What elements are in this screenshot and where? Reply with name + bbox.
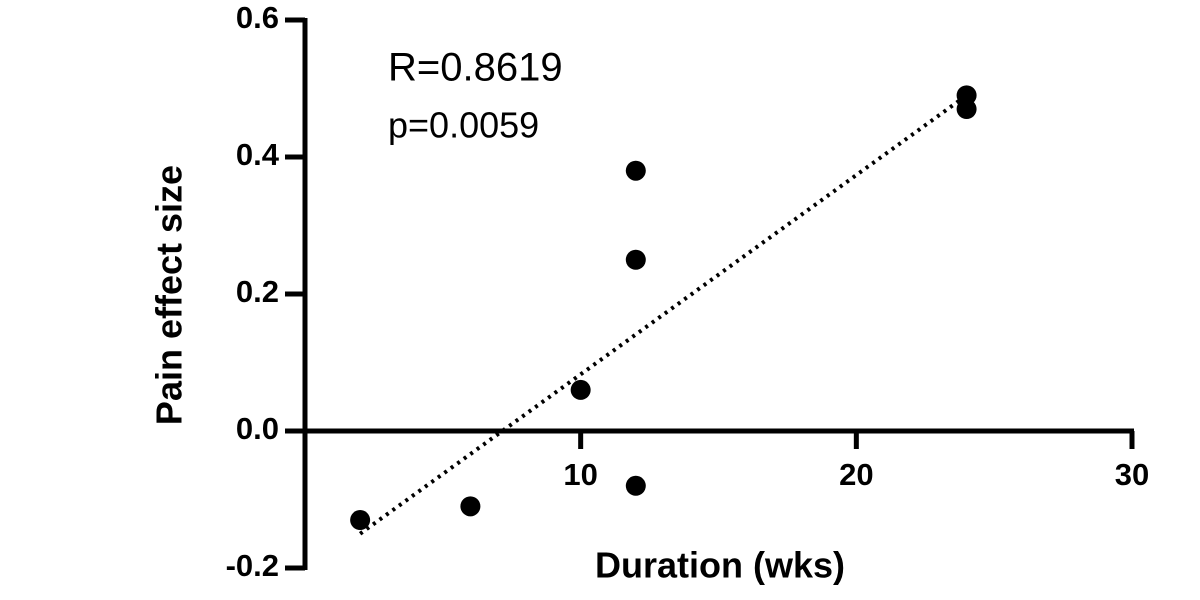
y-axis-label: Pain effect size xyxy=(149,165,190,425)
point xyxy=(570,379,591,400)
point xyxy=(625,160,646,181)
y-tick-label: 0.2 xyxy=(236,274,279,309)
annotation: R=0.8619 xyxy=(388,46,563,90)
trendline xyxy=(358,93,968,536)
y-tick-label: -0.2 xyxy=(226,548,279,583)
point xyxy=(625,249,646,270)
point xyxy=(350,510,371,531)
point xyxy=(625,475,646,496)
x-axis-label: Duration (wks) xyxy=(595,545,845,586)
x-tick-label: 10 xyxy=(563,457,597,492)
point xyxy=(460,496,481,517)
y-tick-label: 0.4 xyxy=(236,137,280,172)
y-tick-label: 0.0 xyxy=(236,411,279,446)
x-tick-label: 20 xyxy=(839,457,873,492)
point xyxy=(956,85,977,106)
y-tick-label: 0.6 xyxy=(236,0,279,35)
point xyxy=(956,99,977,120)
annotation: p=0.0059 xyxy=(388,105,539,146)
x-tick-label: 30 xyxy=(1115,457,1149,492)
